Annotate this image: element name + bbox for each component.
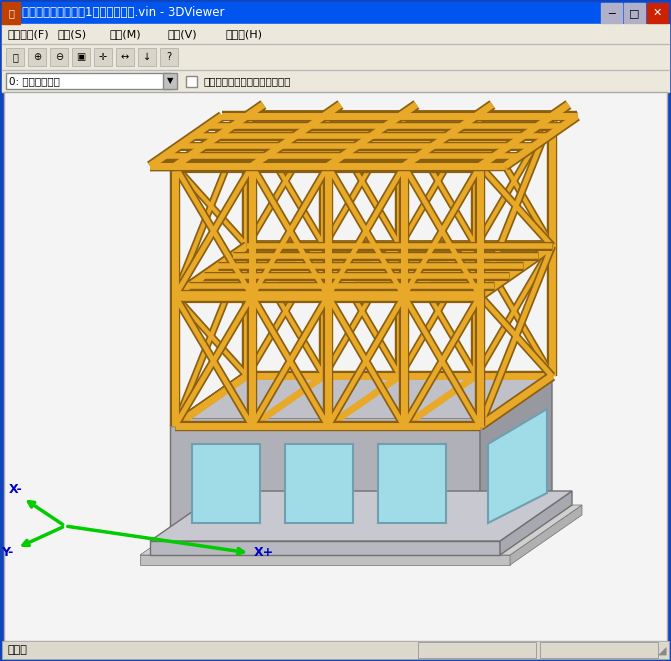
Bar (540, 642, 658, 658)
Text: 🗂: 🗂 (12, 52, 18, 62)
Bar (6, 73, 171, 89)
Bar (160, 48, 178, 66)
Polygon shape (140, 505, 582, 555)
Text: □: □ (629, 8, 639, 18)
Text: レディ: レディ (7, 645, 27, 655)
Bar (116, 48, 134, 66)
Text: 設定(S): 設定(S) (58, 29, 87, 39)
Bar (601, 3, 622, 23)
Text: ⊕: ⊕ (33, 52, 41, 62)
Text: 0: 荷重載荷なし: 0: 荷重載荷なし (9, 76, 60, 86)
Polygon shape (488, 409, 547, 523)
Text: 住木混構造サンプル1（べた基礎）.vin - 3DViewer: 住木混構造サンプル1（べた基礎）.vin - 3DViewer (22, 7, 225, 20)
Bar (2, 44, 669, 70)
Text: X-: X- (9, 483, 23, 496)
Bar (2, 70, 669, 92)
Polygon shape (500, 491, 572, 555)
Bar (192, 444, 260, 523)
Polygon shape (150, 541, 500, 555)
Bar (2, 24, 669, 44)
Bar (2, 641, 669, 659)
Text: 表示(V): 表示(V) (168, 29, 198, 39)
Bar (285, 444, 353, 523)
Text: ✕: ✕ (653, 8, 662, 18)
Bar (28, 48, 46, 66)
Bar (418, 642, 536, 658)
Text: ヘルプ(H): ヘルプ(H) (226, 29, 263, 39)
Text: ▣: ▣ (76, 52, 86, 62)
Bar (2, 2, 20, 24)
Bar (163, 73, 177, 89)
Polygon shape (480, 376, 552, 541)
Bar (6, 48, 24, 66)
Bar (624, 3, 645, 23)
Text: ─: ─ (608, 8, 615, 18)
Text: ↔: ↔ (121, 52, 129, 62)
Text: 🏠: 🏠 (8, 8, 14, 18)
Bar (138, 48, 156, 66)
Text: ▼: ▼ (167, 77, 173, 85)
Polygon shape (170, 426, 480, 541)
Bar (2, 2, 669, 24)
Text: 初期状態の部材を常に表示する: 初期状態の部材を常に表示する (203, 76, 291, 86)
Bar (50, 48, 68, 66)
Bar (378, 444, 446, 523)
Text: ⊖: ⊖ (55, 52, 63, 62)
Text: X+: X+ (254, 546, 274, 559)
Bar (4, 92, 667, 641)
Polygon shape (170, 418, 480, 426)
Polygon shape (170, 376, 552, 426)
Text: ✛: ✛ (99, 52, 107, 62)
Text: ↓: ↓ (143, 52, 151, 62)
Polygon shape (510, 505, 582, 565)
Bar (647, 3, 668, 23)
Polygon shape (150, 491, 572, 541)
Text: Y-: Y- (1, 546, 13, 559)
Bar (186, 76, 197, 87)
Text: 移動(M): 移動(M) (110, 29, 142, 39)
Polygon shape (140, 555, 510, 565)
Text: ◢: ◢ (658, 646, 666, 656)
Bar (94, 48, 112, 66)
Text: ファイル(F): ファイル(F) (8, 29, 50, 39)
Text: ?: ? (166, 52, 172, 62)
Bar (72, 48, 90, 66)
